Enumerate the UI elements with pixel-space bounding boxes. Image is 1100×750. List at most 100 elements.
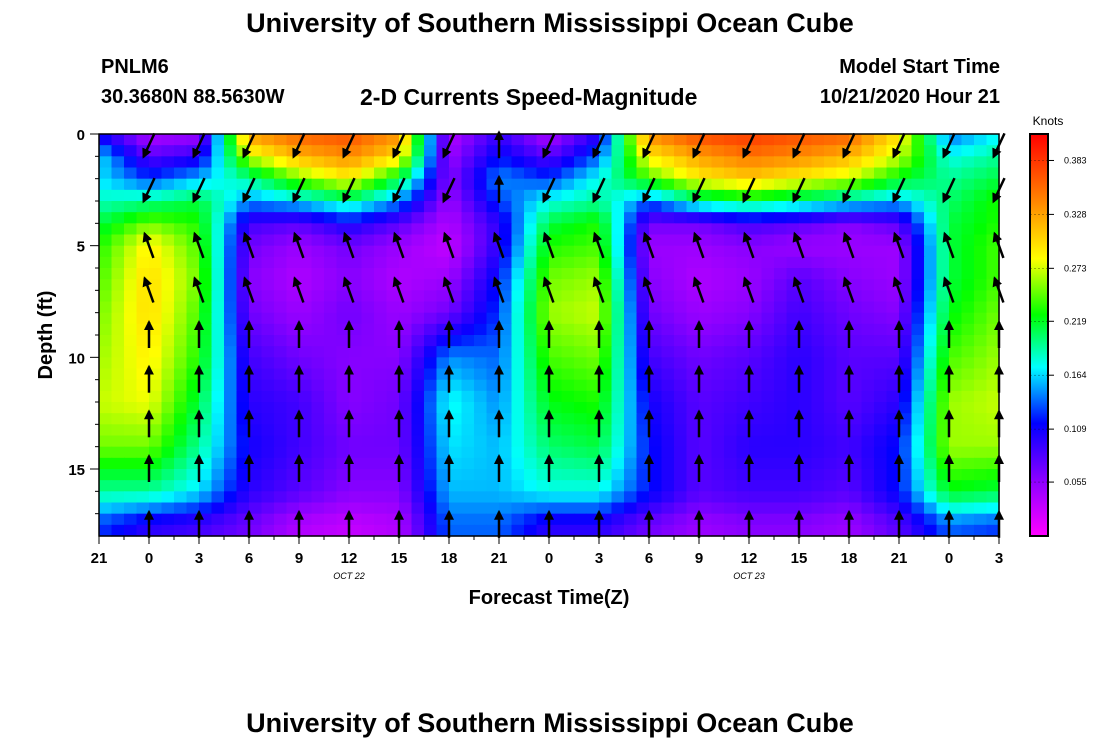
heatmap-cell [149,346,163,358]
heatmap-cell [611,335,625,347]
heatmap-cell [324,268,338,280]
heatmap-cell [236,223,250,236]
heatmap-cell [861,323,875,336]
heatmap-cell [386,357,400,370]
current-vector [342,231,355,259]
heatmap-cell [986,312,1000,325]
heatmap-cell [711,513,725,526]
heatmap-cell [699,480,713,492]
heatmap-cell [761,413,775,425]
heatmap-cell [886,524,900,537]
heatmap-cell [174,469,188,481]
heatmap-cell [199,256,213,269]
heatmap-cell [924,402,938,414]
heatmap-cell [986,346,1000,358]
heatmap-cell [524,491,538,504]
heatmap-cell [561,480,575,492]
heatmap-cell [311,368,325,381]
heatmap-cell [611,368,625,381]
heatmap-cell [911,480,925,492]
heatmap-cell [324,457,338,470]
heatmap-cell [149,379,163,392]
heatmap-cell [236,156,250,169]
heatmap-cell [786,256,800,269]
heatmap-cell [799,279,813,291]
heatmap-cell [536,402,550,414]
heatmap-cell [424,212,438,224]
heatmap-cell [374,268,388,280]
heatmap-cell [349,256,363,269]
heatmap-cell [699,390,713,403]
heatmap-cell [286,256,300,269]
heatmap-cell [374,323,388,336]
heatmap-cell [199,457,213,470]
heatmap-cell [324,502,338,515]
heatmap-cell [511,368,525,381]
heatmap-cell [711,268,725,280]
heatmap-cell [786,424,800,437]
heatmap-cell [836,335,850,347]
heatmap-cell [624,502,638,515]
heatmap-cell [661,446,675,459]
heatmap-cell [174,413,188,425]
heatmap-cell [849,491,863,504]
heatmap-cell [311,145,325,157]
heatmap-cell [111,469,125,481]
heatmap-cell [311,480,325,492]
heatmap-cell [399,413,413,425]
heatmap-cell [399,357,413,370]
heatmap-cell [624,390,638,403]
heatmap-cell [199,145,213,157]
heatmap-cell [749,145,763,157]
heatmap-cell [324,379,338,392]
heatmap-cell [149,189,163,202]
heatmap-cell [924,178,938,191]
heatmap-cell [499,223,513,236]
heatmap-cell [974,491,988,504]
heatmap-cell [599,435,613,448]
heatmap-cell [861,201,875,213]
current-vector [442,132,456,159]
heatmap-cell [574,413,588,425]
heatmap-cell [774,268,788,280]
heatmap-cell [399,290,413,303]
heatmap-cell [586,167,600,180]
heatmap-cell [99,524,113,537]
heatmap-cell [499,268,513,280]
heatmap-cell [236,323,250,336]
heatmap-cell [336,457,350,470]
heatmap-cell [299,145,313,157]
heatmap-cell [224,379,238,392]
heatmap-cell [524,178,538,191]
heatmap-cell [249,279,263,291]
heatmap-cell [574,379,588,392]
heatmap-cell [349,446,363,459]
heatmap-cell [961,469,975,481]
heatmap-cell [586,178,600,191]
heatmap-cell [174,357,188,370]
heatmap-cell [699,446,713,459]
heatmap-cell [899,513,913,526]
current-vector [942,177,956,204]
heatmap-cell [661,301,675,314]
heatmap-cell [211,189,225,202]
heatmap-cell [936,323,950,336]
colorbar-label: Knots [1033,114,1064,128]
heatmap-cell [561,413,575,425]
heatmap-cell [574,212,588,224]
heatmap-cell [99,167,113,180]
heatmap-cell [736,223,750,236]
heatmap-cell [99,201,113,213]
heatmap-cell [674,245,688,258]
heatmap-cell [774,301,788,314]
heatmap-cell [724,245,738,258]
heatmap-cell [736,413,750,425]
heatmap-cell [336,502,350,515]
heatmap-cell [936,335,950,347]
heatmap-cell [349,335,363,347]
heatmap-cell [611,424,625,437]
heatmap-cell [324,368,338,381]
heatmap-cell [211,312,225,325]
heatmap-cell [474,390,488,403]
heatmap-cell [924,413,938,425]
